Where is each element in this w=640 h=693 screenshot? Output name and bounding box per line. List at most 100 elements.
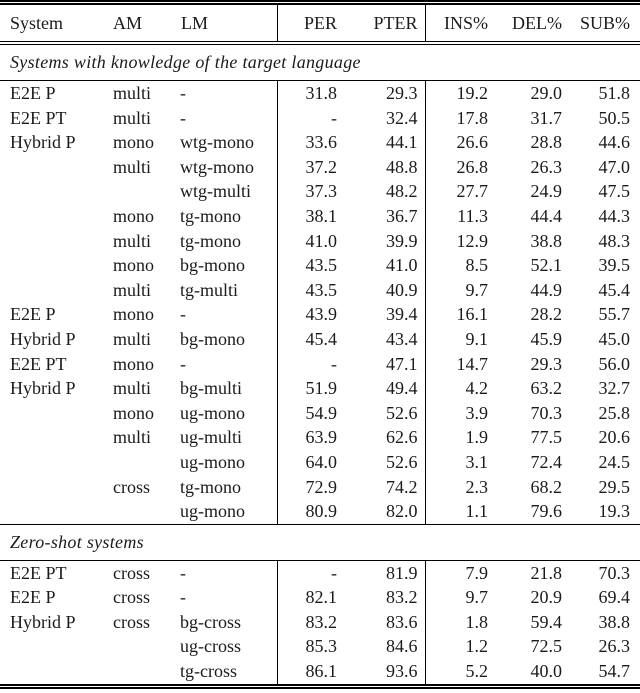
table-row: wtg-multi 37.3 48.2 27.7 24.9 47.5 <box>0 179 640 204</box>
cell-sub: 51.8 <box>598 83 631 103</box>
cell-system: E2E PT <box>10 562 67 583</box>
section-title: Systems with knowledge of the target lan… <box>0 42 640 81</box>
col-header-system: System <box>0 2 103 45</box>
section-title: Zero-shot systems <box>0 523 640 561</box>
table-row: E2E PT multi - - 32.4 17.8 31.7 50.5 <box>0 105 640 131</box>
cell-ins: 2.3 <box>424 474 497 500</box>
table-row: mono tg-mono 38.1 36.7 11.3 44.4 44.3 <box>0 203 640 229</box>
cell-am: multi <box>113 279 152 300</box>
cell-sub: 54.7 <box>598 661 631 682</box>
cell-per: 38.1 <box>276 203 342 229</box>
cell-am: cross <box>113 562 150 583</box>
cell-ins: 1.9 <box>424 425 497 450</box>
table-row: Hybrid P multi bg-multi 51.9 49.4 4.2 63.2 32.7 <box>0 376 640 401</box>
cell-lm: tg-cross <box>180 661 237 682</box>
section-header-row: Systems with knowledge of the target lan… <box>0 42 640 81</box>
cell-pter: 29.3 <box>386 83 418 103</box>
cell-lm: - <box>180 107 186 128</box>
cell-per: 85.3 <box>276 634 342 660</box>
col-header-del: DEL% <box>497 2 571 45</box>
cell-del: 68.2 <box>530 476 563 497</box>
cell-lm: wtg-mono <box>180 156 254 177</box>
cell-am: mono <box>113 402 155 423</box>
cell-sub: 50.5 <box>598 107 631 128</box>
table-row: ug-cross 85.3 84.6 1.2 72.5 26.3 <box>0 634 640 660</box>
cell-ins: 3.9 <box>424 400 497 426</box>
table-row: multi tg-mono 41.0 39.9 12.9 38.8 48.3 <box>0 228 640 254</box>
cell-lm: wtg-multi <box>180 181 251 202</box>
cell-lm: wtg-mono <box>180 132 254 153</box>
cell-ins: 1.8 <box>424 609 497 635</box>
cell-pter: 81.9 <box>386 562 418 583</box>
cell-ins: 17.8 <box>424 105 497 131</box>
cell-ins: 14.7 <box>424 351 497 377</box>
cell-lm: bg-mono <box>180 255 245 276</box>
cell-system <box>0 229 103 254</box>
cell-am <box>103 179 180 204</box>
cell-lm: - <box>180 562 186 583</box>
cell-pter: 36.7 <box>386 205 418 226</box>
cell-lm: ug-multi <box>180 427 242 448</box>
cell-system: Hybrid P <box>10 611 76 632</box>
header-row: System AM LM PER PTER INS% DEL% SUB% <box>0 2 640 45</box>
cell-sub: 44.6 <box>598 132 631 153</box>
cell-del: 31.7 <box>530 107 563 128</box>
cell-am: mono <box>113 205 155 226</box>
cell-am: multi <box>113 230 152 251</box>
table-row: multi wtg-mono 37.2 48.8 26.8 26.3 47.0 <box>0 154 640 180</box>
cell-pter: 83.6 <box>386 611 418 632</box>
col-header-lm: LM <box>180 2 277 45</box>
cell-pter: 93.6 <box>386 661 418 682</box>
col-header-am: AM <box>103 2 180 45</box>
table-row: mono ug-mono 54.9 52.6 3.9 70.3 25.8 <box>0 400 640 426</box>
table-row: cross tg-mono 72.9 74.2 2.3 68.2 29.5 <box>0 474 640 500</box>
table-row: E2E PT mono - - 47.1 14.7 29.3 56.0 <box>0 351 640 377</box>
cell-am: mono <box>113 304 155 325</box>
cell-lm: - <box>180 83 186 103</box>
cell-ins: 9.7 <box>424 277 497 303</box>
cell-per: 64.0 <box>276 449 342 475</box>
table-row: Hybrid P mono wtg-mono 33.6 44.1 26.6 28.8 44.6 <box>0 130 640 155</box>
cell-ins: 26.6 <box>424 130 497 155</box>
cell-system <box>0 179 103 204</box>
cell-sub: 32.7 <box>598 378 631 399</box>
table-row: E2E P cross - 82.1 83.2 9.7 20.9 69.4 <box>0 585 640 610</box>
cell-per: 31.8 <box>276 80 342 106</box>
cell-lm: - <box>180 304 186 325</box>
cell-per: - <box>276 560 342 586</box>
cell-sub: 29.5 <box>598 476 631 497</box>
cell-sub: 47.5 <box>598 181 631 202</box>
cell-del: 77.5 <box>530 427 563 448</box>
cell-del: 59.4 <box>530 611 563 632</box>
cell-del: 79.6 <box>530 501 563 522</box>
cell-sub: 44.3 <box>598 205 631 226</box>
cell-am <box>103 499 180 524</box>
cell-ins: 9.7 <box>424 585 497 610</box>
cell-sub: 26.3 <box>598 636 631 657</box>
cell-pter: 39.9 <box>386 230 418 251</box>
cell-per: 83.2 <box>276 609 342 635</box>
col-header-pter: PTER <box>342 2 425 45</box>
cell-system: Hybrid P <box>10 132 76 153</box>
cell-del: 29.0 <box>530 83 563 103</box>
cell-system <box>0 204 103 229</box>
cell-system <box>0 278 103 303</box>
cell-am: multi <box>113 427 152 448</box>
cell-am: multi <box>113 328 152 349</box>
cell-sub: 45.4 <box>598 279 631 300</box>
cell-lm: ug-cross <box>180 636 241 657</box>
table-row: E2E PT cross - - 81.9 7.9 21.8 70.3 <box>0 560 640 586</box>
cell-system: Hybrid P <box>10 378 76 399</box>
cell-lm: ug-mono <box>180 501 245 522</box>
cell-lm: tg-multi <box>180 279 238 300</box>
table-row: multi tg-multi 43.5 40.9 9.7 44.9 45.4 <box>0 277 640 303</box>
cell-del: 24.9 <box>530 181 563 202</box>
cell-system <box>0 401 103 426</box>
cell-lm: - <box>180 353 186 374</box>
cell-del: 28.2 <box>530 304 563 325</box>
cell-am <box>103 659 180 686</box>
cell-ins: 4.2 <box>424 376 497 401</box>
cell-ins: 8.5 <box>424 253 497 278</box>
cell-ins: 16.1 <box>424 302 497 327</box>
